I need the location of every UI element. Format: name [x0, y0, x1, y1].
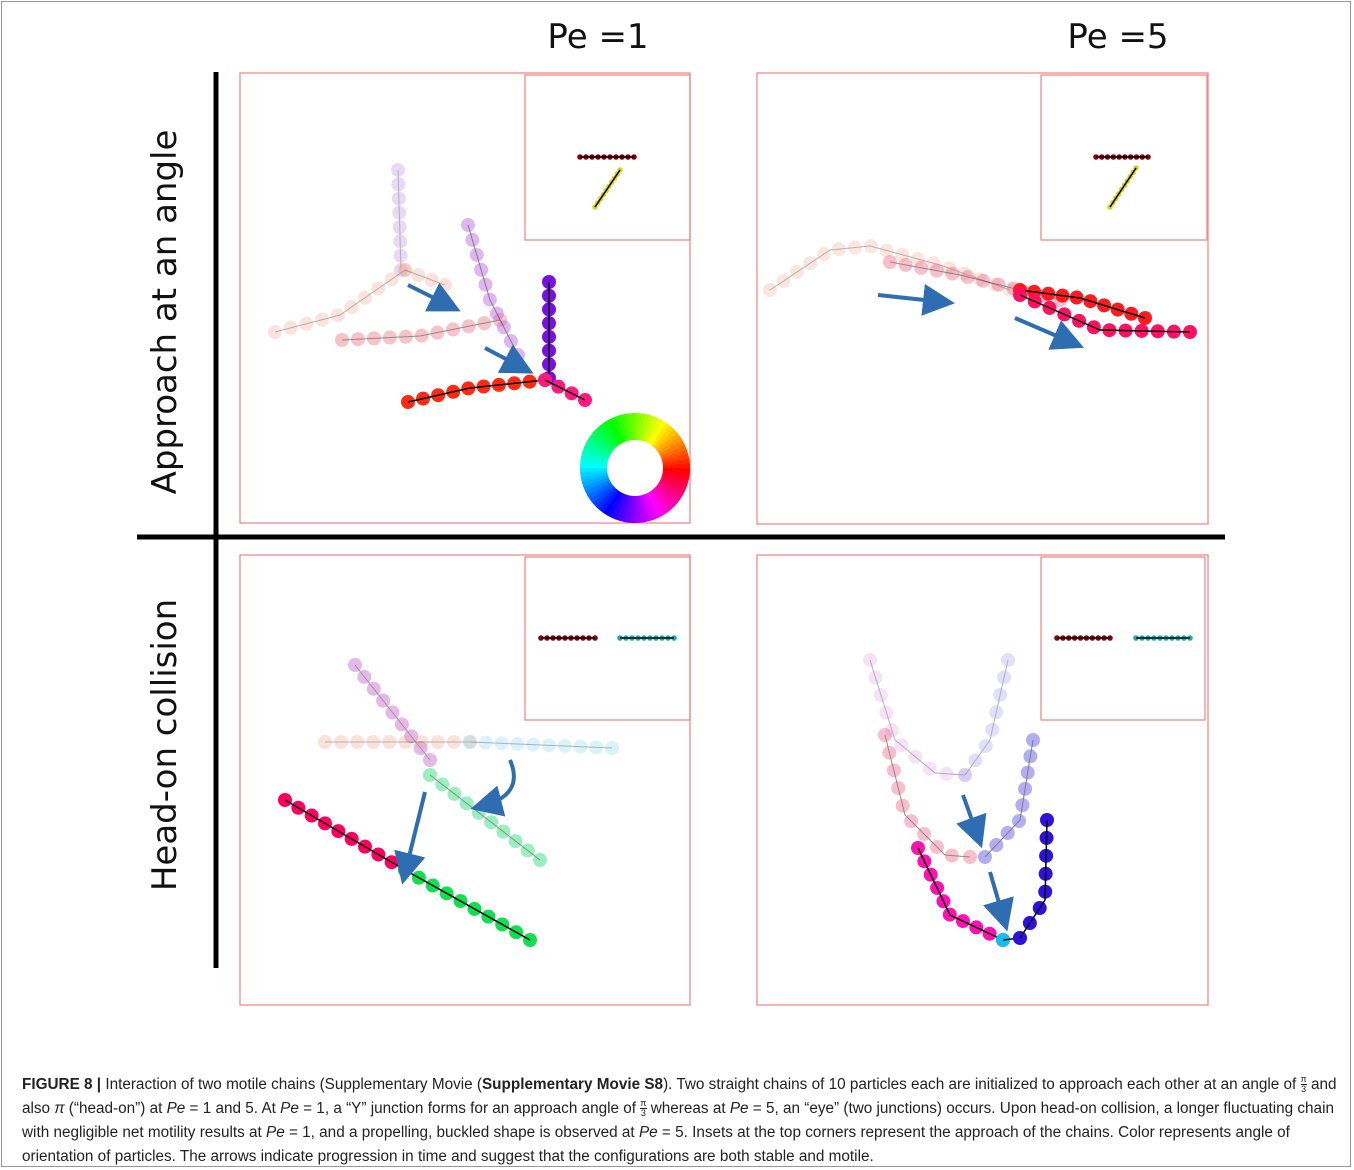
caption-text: Pe: [167, 1100, 186, 1117]
chain: [335, 313, 507, 347]
caption-text: Pe: [730, 1100, 749, 1117]
row-label: Approach at an angle: [145, 130, 185, 495]
chain: [538, 635, 598, 641]
caption-text: = 1, and a propelling, buckled shape is …: [285, 1124, 639, 1141]
chain: [401, 373, 552, 409]
figure-canvas: Pe =1 Pe =5 Approach at an angle Head-on…: [0, 0, 1354, 1060]
chain: [423, 768, 547, 867]
chain-backbone: [1110, 168, 1136, 207]
caption-text: Pe: [280, 1100, 299, 1117]
caption-text: Pe: [639, 1124, 658, 1141]
page: {"figure":{"column_headers":["Pe =1","Pe…: [0, 0, 1354, 1170]
chain: [391, 163, 408, 277]
chain: [958, 653, 1015, 782]
chain: [318, 735, 477, 749]
caption-label: FIGURE 8 |: [22, 1076, 101, 1093]
caption-text: ). Two straight chains of 10 particles e…: [663, 1076, 1300, 1093]
column-header: Pe =1: [547, 17, 648, 57]
chain: [863, 653, 972, 782]
chain: [398, 263, 452, 292]
chain: [538, 373, 592, 407]
chain-backbone: [405, 870, 530, 940]
caption-text: Pe: [266, 1124, 285, 1141]
panel: [757, 555, 1208, 1005]
chain: [1013, 813, 1054, 945]
caption-text: Supplementary Movie S8: [482, 1076, 663, 1093]
chain: [461, 218, 525, 362]
chain: [617, 635, 677, 641]
chain: [592, 167, 623, 210]
chain: [1107, 165, 1139, 210]
chain-backbone: [595, 170, 620, 207]
arrow: [963, 795, 978, 837]
panel: [240, 73, 690, 523]
arrow: [878, 295, 943, 302]
chain-backbone: [430, 775, 540, 860]
arrow: [405, 792, 425, 873]
caption-text: whereas at: [647, 1100, 730, 1117]
chain: [348, 658, 437, 767]
chain: [1133, 635, 1193, 641]
figure: Pe =1 Pe =5 Approach at an angle Head-on…: [0, 0, 1354, 1170]
body: Pe =1 Pe =5 Approach at an angle Head-on…: [0, 0, 1354, 1170]
caption-text: = 1, a “Y” junction forms for an approac…: [299, 1100, 640, 1117]
chain: [278, 793, 412, 877]
chain: [542, 275, 556, 385]
chain-backbone: [405, 270, 445, 285]
color-wheel: [580, 413, 690, 523]
chain: [1054, 635, 1113, 641]
column-header: Pe =5: [1067, 17, 1168, 57]
arrows: [405, 285, 1073, 920]
chains: [268, 154, 1197, 947]
caption-text: Interaction of two motile chains (Supple…: [101, 1076, 482, 1093]
caption: FIGURE 8 | Interaction of two motile cha…: [22, 1073, 1340, 1169]
caption-text: = 1 and 5. At: [185, 1100, 280, 1117]
chain: [1093, 154, 1151, 160]
chain: [268, 263, 412, 339]
panel: [757, 73, 1208, 524]
caption-text: (“head-on”) at: [65, 1100, 167, 1117]
chain-backbone: [285, 800, 405, 870]
arrow: [482, 760, 514, 806]
chain: [398, 863, 537, 947]
panel: [240, 555, 690, 1005]
chain: [463, 735, 619, 755]
arrow: [1015, 318, 1073, 343]
caption-text: π: [54, 1100, 64, 1117]
row-label: Head-on collision: [145, 599, 185, 891]
arrow: [990, 872, 1004, 920]
chain: [577, 154, 637, 160]
chain-backbone: [545, 380, 585, 400]
